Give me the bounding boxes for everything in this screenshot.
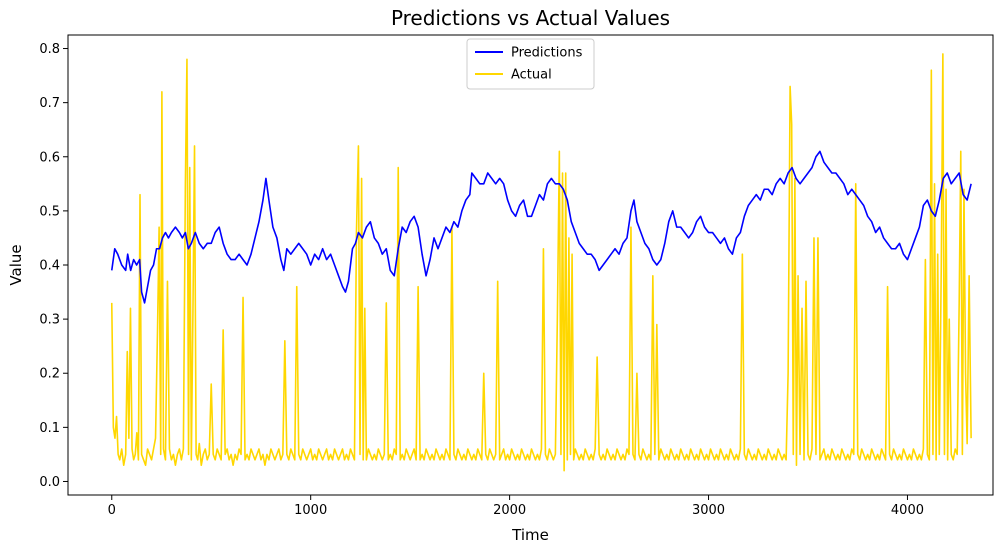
x-tick-label: 3000 bbox=[692, 503, 725, 518]
y-tick-label: 0.3 bbox=[39, 313, 60, 328]
x-axis: 0 1000 2000 3000 4000 bbox=[108, 495, 924, 518]
series-line-predictions bbox=[110, 150, 972, 304]
y-tick-label: 0.5 bbox=[39, 204, 60, 219]
x-tick-label: 0 bbox=[108, 503, 116, 518]
legend: Predictions Actual bbox=[466, 38, 595, 90]
x-axis-title: Time bbox=[511, 526, 549, 544]
y-axis: 0.0 0.1 0.2 0.3 0.4 0.5 0.6 0.7 0.8 bbox=[39, 42, 68, 490]
y-tick-label: 0.2 bbox=[39, 367, 60, 382]
y-tick-label: 0.1 bbox=[39, 421, 60, 436]
y-tick-label: 0.8 bbox=[39, 42, 60, 57]
legend-label-actual: Actual bbox=[511, 68, 552, 83]
y-tick-label: 0.4 bbox=[39, 259, 60, 274]
series-layer bbox=[110, 53, 972, 472]
y-axis-title: Value bbox=[7, 244, 25, 285]
chart-title: Predictions vs Actual Values bbox=[391, 6, 670, 30]
y-tick-label: 0.7 bbox=[39, 96, 60, 111]
series-line-actual bbox=[110, 53, 972, 472]
y-tick-label: 0.0 bbox=[39, 475, 60, 490]
x-tick-label: 1000 bbox=[294, 503, 327, 518]
x-tick-label: 2000 bbox=[493, 503, 526, 518]
x-tick-label: 4000 bbox=[891, 503, 924, 518]
y-tick-label: 0.6 bbox=[39, 150, 60, 165]
legend-label-predictions: Predictions bbox=[511, 46, 583, 61]
